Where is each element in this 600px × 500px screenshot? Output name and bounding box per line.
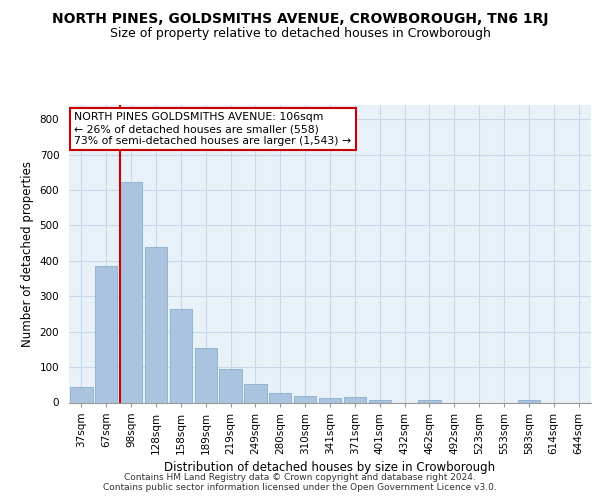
Bar	[95, 266, 118, 402]
Bar	[194, 348, 217, 403]
Text: NORTH PINES GOLDSMITHS AVENUE: 106sqm
← 26% of detached houses are smaller (558): NORTH PINES GOLDSMITHS AVENUE: 106sqm ← …	[74, 112, 352, 146]
Bar	[418, 400, 440, 402]
Bar	[244, 384, 266, 402]
Y-axis label: Number of detached properties: Number of detached properties	[21, 161, 34, 347]
Bar	[294, 396, 316, 402]
Bar	[368, 400, 391, 402]
Bar	[269, 392, 292, 402]
Bar	[70, 386, 92, 402]
Text: NORTH PINES, GOLDSMITHS AVENUE, CROWBOROUGH, TN6 1RJ: NORTH PINES, GOLDSMITHS AVENUE, CROWBORO…	[52, 12, 548, 26]
Bar	[344, 397, 366, 402]
Bar	[120, 182, 142, 402]
Bar	[145, 246, 167, 402]
Text: Contains HM Land Registry data © Crown copyright and database right 2024.
Contai: Contains HM Land Registry data © Crown c…	[103, 473, 497, 492]
Text: Size of property relative to detached houses in Crowborough: Size of property relative to detached ho…	[110, 28, 490, 40]
Bar	[518, 400, 540, 402]
Bar	[319, 398, 341, 402]
Bar	[220, 369, 242, 402]
Bar	[170, 308, 192, 402]
X-axis label: Distribution of detached houses by size in Crowborough: Distribution of detached houses by size …	[164, 460, 496, 473]
